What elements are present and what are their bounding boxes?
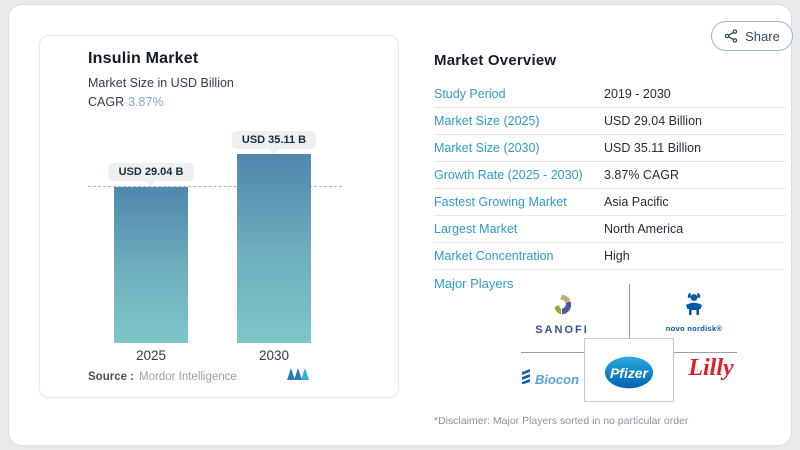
row-value: 3.87% CAGR (604, 168, 680, 182)
novo-nordisk-bull-icon (682, 293, 706, 322)
row-label: Growth Rate (2025 - 2030) (434, 168, 583, 182)
disclaimer-text: *Disclaimer: Major Players sorted in no … (434, 415, 689, 427)
bar-2025 (114, 187, 188, 343)
row-value: Asia Pacific (604, 195, 669, 209)
source-row: Source : Mordor Intelligence (88, 371, 237, 383)
bar-2030 (237, 154, 311, 343)
row-label: Largest Market (434, 222, 518, 236)
row-value: 2019 - 2030 (604, 87, 671, 101)
source-value: Mordor Intelligence (139, 371, 237, 383)
biocon-helix-icon (521, 369, 532, 389)
table-row: Growth Rate (2025 - 2030) 3.87% CAGR (434, 162, 786, 189)
chart-title: Insulin Market (88, 50, 199, 67)
overview-table: Study Period 2019 - 2030 Market Size (20… (434, 81, 786, 270)
row-label: Study Period (434, 87, 506, 101)
biocon-wordmark: Biocon (534, 371, 580, 387)
x-axis-label-2025: 2025 (135, 348, 167, 363)
pfizer-logo: Pfizer (604, 355, 654, 395)
bar-value-label-2025: USD 29.04 B (108, 163, 194, 181)
mordor-intelligence-logo-icon (286, 367, 312, 385)
table-row: Market Size (2030) USD 35.11 Billion (434, 135, 786, 162)
table-row: Study Period 2019 - 2030 (434, 81, 786, 108)
table-row: Market Concentration High (434, 243, 786, 270)
source-label: Source : (88, 371, 135, 383)
row-label: Market Size (2025) (434, 114, 540, 128)
cagr-label: CAGR (88, 95, 125, 109)
novo-nordisk-logo: novo nordisk® (659, 292, 729, 333)
row-value: High (604, 249, 630, 263)
sanofi-wordmark: SANOFI (535, 324, 589, 336)
chart-cagr: CAGR 3.87% (88, 95, 164, 109)
org-chart-vertical-line (629, 284, 630, 338)
table-row: Fastest Growing Market Asia Pacific (434, 189, 786, 216)
svg-text:Pfizer: Pfizer (610, 365, 650, 381)
row-value: North America (604, 222, 684, 236)
biocon-logo: Biocon (514, 369, 586, 389)
share-icon (724, 29, 738, 43)
chart-subtitle: Market Size in USD Billion (88, 76, 234, 90)
row-label: Fastest Growing Market (434, 195, 567, 209)
main-card: Share Insulin Market Market Size in USD … (8, 4, 793, 446)
row-label: Market Concentration (434, 249, 554, 263)
reference-dashed-line (88, 186, 342, 187)
share-button[interactable]: Share (711, 21, 793, 51)
bar-value-label-2030: USD 35.11 B (231, 131, 317, 149)
lilly-logo: Lilly (681, 355, 741, 382)
x-axis-label-2030: 2030 (258, 348, 290, 363)
novo-nordisk-wordmark: novo nordisk® (665, 324, 723, 333)
row-label: Market Size (2030) (434, 141, 540, 155)
share-button-label: Share (745, 28, 780, 44)
lilly-wordmark: Lilly (688, 355, 734, 381)
major-players-label: Major Players (434, 276, 514, 291)
sanofi-logo: SANOFI (527, 293, 597, 336)
chart-card: Insulin Market Market Size in USD Billio… (39, 35, 399, 398)
table-row: Largest Market North America (434, 216, 786, 243)
row-value: USD 35.11 Billion (604, 141, 702, 155)
cagr-value: 3.87% (128, 95, 164, 109)
sanofi-bird-icon (550, 294, 574, 321)
overview-title: Market Overview (434, 52, 557, 69)
row-value: USD 29.04 Billion (604, 114, 702, 128)
table-row: Market Size (2025) USD 29.04 Billion (434, 108, 786, 135)
